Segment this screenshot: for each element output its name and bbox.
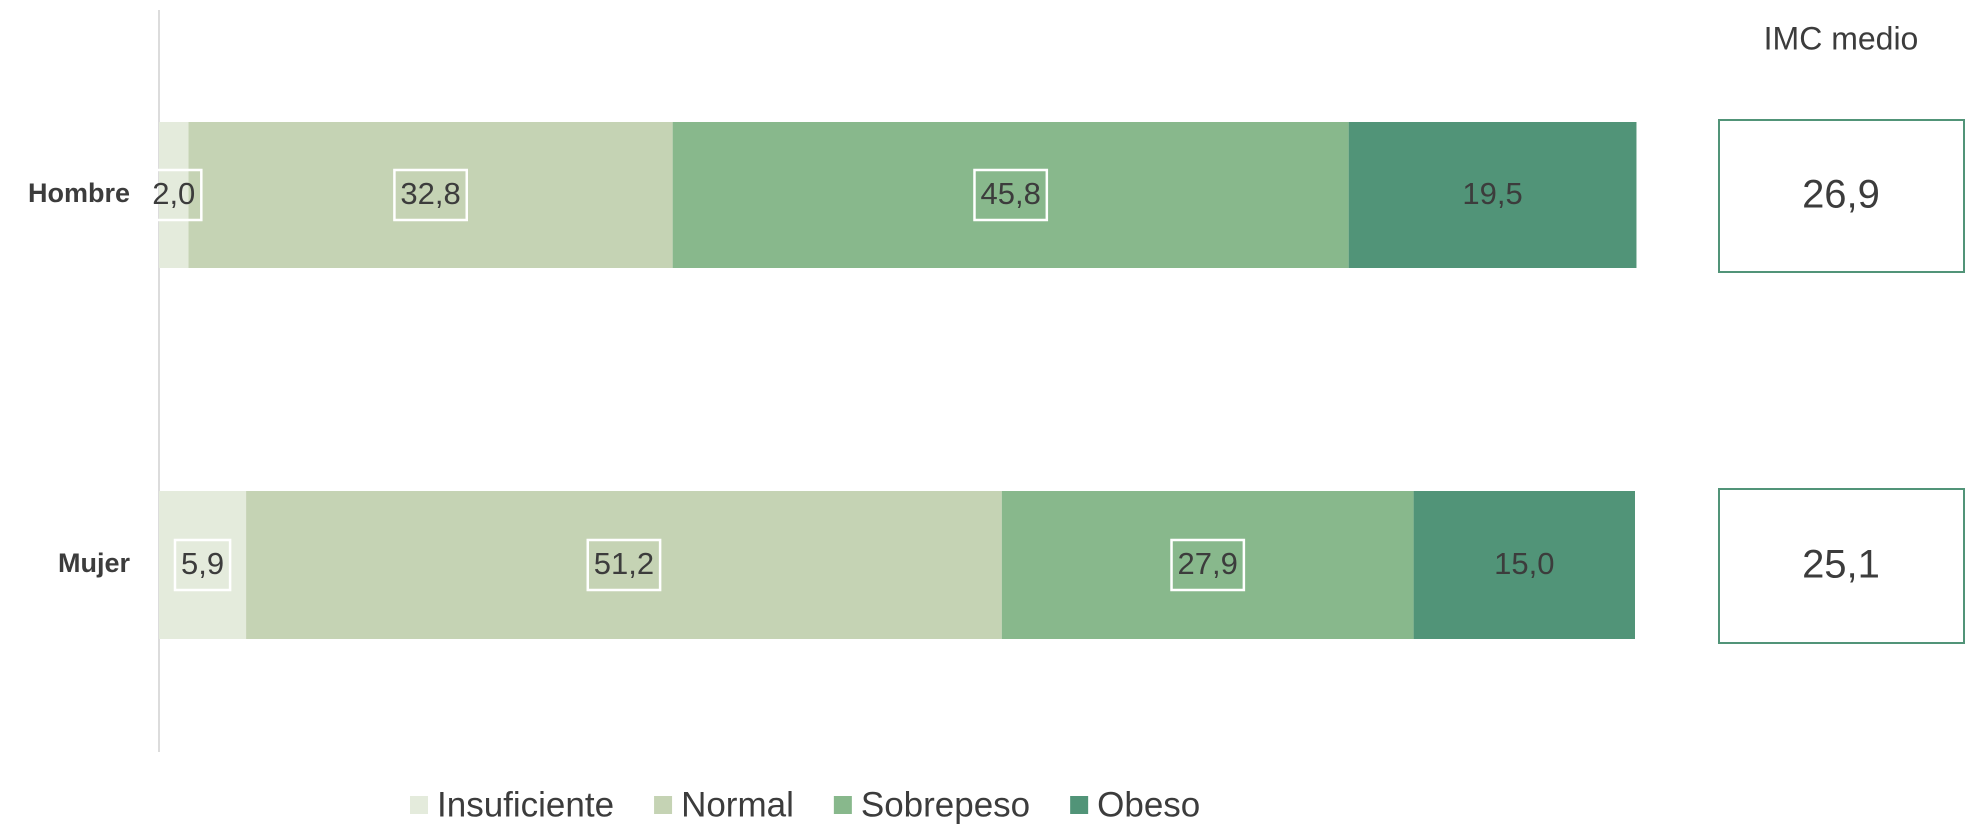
- legend-label: Sobrepeso: [861, 785, 1030, 824]
- data-label: 45,8: [980, 176, 1040, 211]
- legend-label: Insuficiente: [437, 785, 614, 824]
- bar-segment: [159, 122, 189, 268]
- category-label: Mujer: [58, 548, 131, 578]
- data-label: 19,5: [1462, 176, 1522, 211]
- legend-swatch: [654, 796, 673, 814]
- data-label-box: [173, 538, 232, 592]
- data-label-box: [393, 168, 469, 222]
- bar-segment: [1348, 122, 1637, 268]
- data-label: 5,9: [181, 546, 224, 581]
- bar-segment: [188, 122, 673, 268]
- bar-segment: [159, 491, 247, 639]
- data-label-box: [144, 168, 203, 222]
- data-label: 32,8: [400, 176, 460, 211]
- data-label-box: [586, 538, 662, 592]
- mean-bmi-box: [1718, 119, 1965, 273]
- data-label: 27,9: [1178, 546, 1238, 581]
- legend-swatch: [410, 796, 428, 814]
- data-label-box: [1170, 538, 1246, 592]
- mean-bmi-value: 26,9: [1802, 173, 1880, 217]
- legend-label: Obeso: [1097, 785, 1200, 824]
- legend-label: Normal: [681, 785, 794, 824]
- data-label: 51,2: [594, 546, 654, 581]
- data-label: 2,0: [152, 176, 195, 211]
- data-label: 15,0: [1494, 546, 1554, 581]
- bar-segment: [1001, 491, 1414, 639]
- bar-segment: [1413, 491, 1635, 639]
- mean-bmi-value: 25,1: [1802, 543, 1880, 587]
- data-label-box: [973, 168, 1049, 222]
- mean-bmi-box: [1718, 488, 1965, 644]
- bar-segment: [246, 491, 1002, 639]
- legend-swatch: [1070, 796, 1089, 814]
- bar-segment: [672, 122, 1349, 268]
- legend-swatch: [833, 796, 852, 814]
- mean-bmi-title: IMC medio: [1764, 20, 1919, 56]
- category-label: Hombre: [28, 178, 130, 208]
